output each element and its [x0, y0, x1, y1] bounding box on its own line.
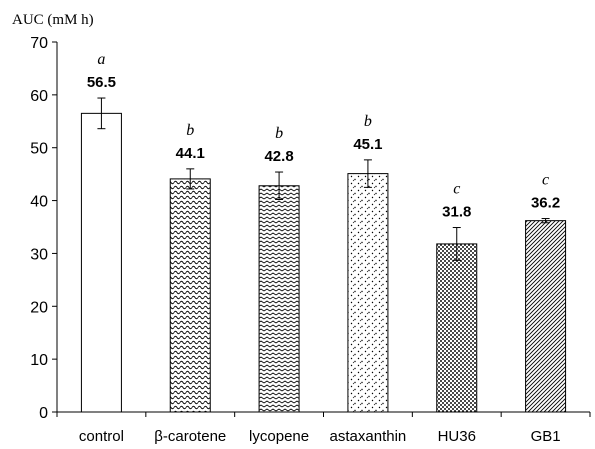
category-label: control	[79, 428, 124, 445]
category-label: β-carotene	[154, 428, 226, 445]
category-label: lycopene	[249, 428, 309, 445]
bar	[169, 178, 211, 413]
plot-area: 0 10 20 30 40 50 60 70 56.5 a control 44.1 b β-carote…	[30, 35, 591, 445]
y-tick-label: 60	[30, 88, 48, 105]
y-tick-label: 0	[39, 405, 48, 422]
bar	[80, 112, 122, 413]
value-label: 44.1	[176, 145, 205, 162]
y-axis-title: AUC (mM h)	[12, 12, 94, 28]
value-label: 31.8	[442, 204, 471, 221]
bar	[436, 243, 478, 413]
significance-label: a	[97, 51, 105, 68]
bar	[525, 220, 567, 413]
y-tick-label: 40	[30, 194, 48, 211]
y-tick-label: 10	[30, 352, 48, 369]
significance-label: c	[542, 172, 549, 189]
value-label: 45.1	[353, 136, 382, 153]
significance-label: b	[186, 122, 194, 139]
y-tick-label: 50	[30, 141, 48, 158]
category-label: HU36	[438, 428, 476, 445]
bar	[347, 173, 389, 413]
y-tick-label: 30	[30, 246, 48, 263]
y-tick-label: 20	[30, 299, 48, 316]
category-label: astaxanthin	[330, 428, 407, 445]
value-label: 36.2	[531, 195, 560, 212]
significance-label: b	[364, 113, 372, 130]
significance-label: c	[453, 181, 460, 198]
value-label: 42.8	[264, 148, 293, 165]
category-label: GB1	[531, 428, 561, 445]
bar	[258, 185, 300, 413]
value-label: 56.5	[87, 74, 116, 91]
y-tick-label: 70	[30, 35, 48, 52]
significance-label: b	[275, 125, 283, 142]
